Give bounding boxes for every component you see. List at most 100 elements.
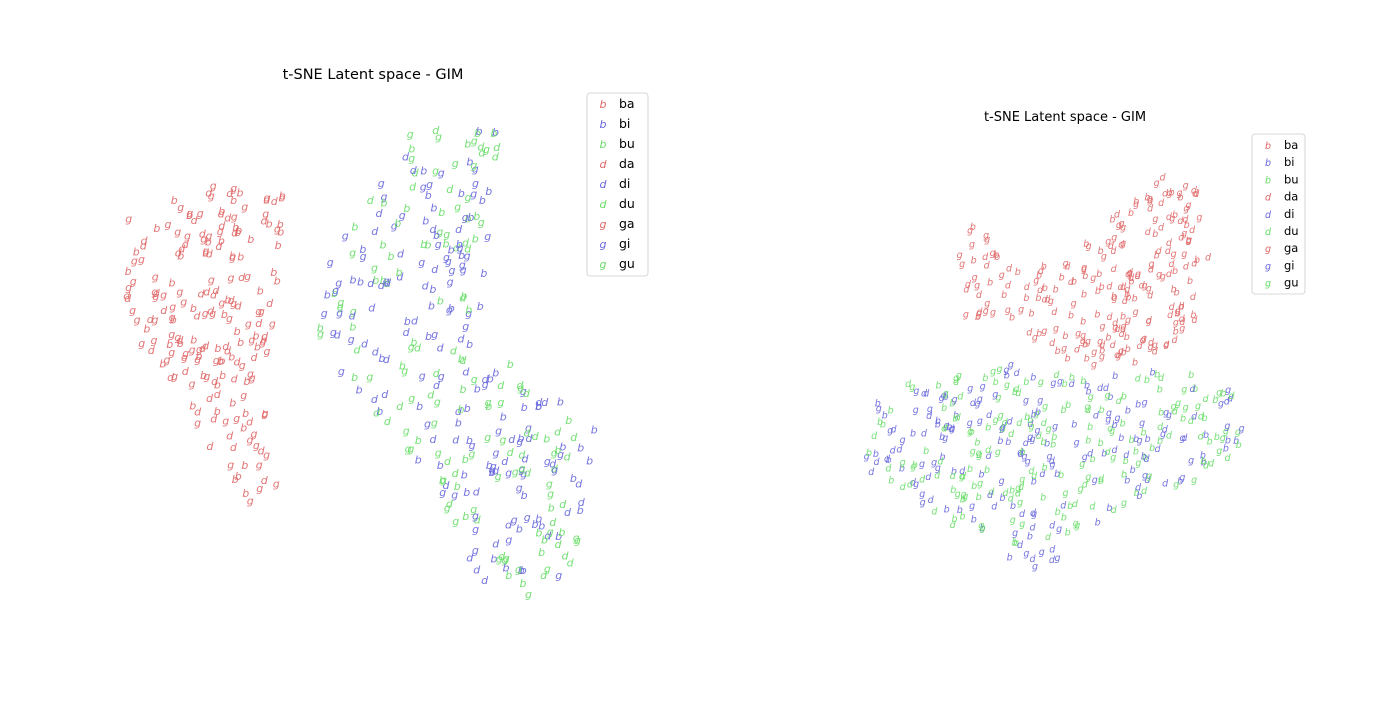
- point-ba: b: [1062, 331, 1068, 342]
- legend: b ba b bi b bu d da d di d du g ga g gi g gu: [1251, 133, 1306, 295]
- point-da: d: [1171, 335, 1178, 346]
- point-ba: b: [1172, 210, 1178, 221]
- point-du: d: [957, 392, 964, 403]
- point-di: d: [896, 444, 903, 455]
- point-gi: g: [424, 418, 431, 431]
- point-du: d: [477, 140, 485, 153]
- point-da: d: [147, 313, 155, 326]
- point-da: d: [1145, 227, 1152, 238]
- point-ga: g: [194, 353, 201, 366]
- point-ba: b: [153, 222, 160, 235]
- point-da: d: [206, 248, 214, 261]
- point-bi: b: [487, 373, 494, 386]
- point-du: d: [907, 479, 914, 490]
- point-da: d: [1114, 209, 1121, 220]
- point-di: d: [526, 432, 534, 445]
- point-di: d: [437, 342, 445, 355]
- point-da: d: [1191, 315, 1198, 326]
- point-di: d: [544, 530, 552, 543]
- point-bi: b: [1135, 399, 1141, 410]
- point-di: d: [492, 464, 500, 477]
- point-bi: b: [359, 243, 366, 256]
- point-ga: g: [231, 211, 238, 224]
- point-ga: g: [208, 273, 215, 286]
- point-gi: g: [426, 178, 433, 191]
- point-ga: g: [1086, 241, 1092, 252]
- point-di: d: [1103, 383, 1110, 394]
- legend-label-bu: bu: [1284, 172, 1299, 186]
- point-ba: b: [1099, 282, 1105, 293]
- point-gu: g: [496, 552, 503, 565]
- point-gu: g: [435, 447, 442, 460]
- point-di: d: [367, 277, 375, 290]
- point-di: d: [431, 263, 439, 276]
- point-da: d: [251, 351, 259, 364]
- point-da: d: [211, 375, 219, 388]
- point-gi: g: [1142, 397, 1148, 408]
- point-bu: b: [1200, 456, 1206, 467]
- point-bi: b: [971, 515, 977, 526]
- point-gi: g: [1082, 452, 1088, 463]
- point-gu: g: [478, 216, 485, 229]
- point-gu: g: [1074, 521, 1080, 532]
- point-bi: b: [437, 459, 444, 472]
- point-di: d: [868, 467, 875, 478]
- point-di: d: [1093, 410, 1100, 421]
- point-bu: b: [888, 476, 894, 487]
- point-da: d: [246, 415, 254, 428]
- point-bu: b: [1099, 405, 1105, 416]
- point-di: d: [1154, 444, 1161, 455]
- point-bu: b: [984, 465, 990, 476]
- point-ga: g: [189, 378, 196, 391]
- point-gu: g: [961, 490, 967, 501]
- point-da: d: [210, 289, 218, 302]
- point-di: d: [1039, 469, 1046, 480]
- point-di: d: [1029, 554, 1036, 565]
- point-di: d: [372, 345, 380, 358]
- point-gi: g: [1025, 457, 1031, 468]
- point-di: d: [402, 151, 410, 164]
- point-gi: g: [472, 544, 479, 557]
- point-ga: g: [1071, 299, 1077, 310]
- point-du: d: [412, 166, 420, 179]
- point-bi: b: [521, 401, 528, 414]
- point-gi: g: [1105, 414, 1111, 425]
- point-gi: g: [952, 395, 958, 406]
- point-gu: g: [1173, 480, 1179, 491]
- point-gu: g: [471, 134, 478, 147]
- point-da: d: [214, 388, 222, 401]
- point-gi: g: [520, 385, 527, 398]
- point-gu: g: [1135, 458, 1141, 469]
- point-da: d: [1189, 225, 1196, 236]
- point-ga: g: [1167, 188, 1173, 199]
- point-ga: g: [138, 337, 145, 350]
- point-di: d: [890, 425, 897, 436]
- point-ga: g: [264, 345, 271, 358]
- point-da: d: [1158, 223, 1165, 234]
- point-ga: g: [263, 448, 270, 461]
- point-du: d: [871, 431, 878, 442]
- point-gu: g: [408, 392, 415, 405]
- point-du: d: [459, 354, 467, 367]
- point-gi: g: [939, 393, 945, 404]
- point-ga: g: [1091, 347, 1097, 358]
- point-bi: b: [492, 126, 499, 139]
- point-bu: b: [535, 527, 542, 540]
- point-bi: b: [466, 434, 473, 447]
- legend-label-gi: gi: [1284, 258, 1295, 272]
- legend-marker-ga: g: [1265, 244, 1271, 255]
- point-bu: b: [331, 287, 338, 300]
- point-da: d: [1127, 268, 1134, 279]
- point-bu: b: [403, 202, 410, 215]
- point-ba: b: [1028, 308, 1034, 319]
- point-gu: g: [1220, 433, 1226, 444]
- point-du: d: [1208, 459, 1215, 470]
- point-bi: b: [886, 455, 892, 466]
- point-ba: b: [189, 399, 196, 412]
- point-ga: g: [1119, 218, 1125, 229]
- point-gi: g: [544, 455, 551, 468]
- point-du: d: [444, 455, 452, 468]
- point-da: d: [1108, 241, 1115, 252]
- point-di: d: [991, 502, 998, 513]
- point-ga: g: [963, 310, 969, 321]
